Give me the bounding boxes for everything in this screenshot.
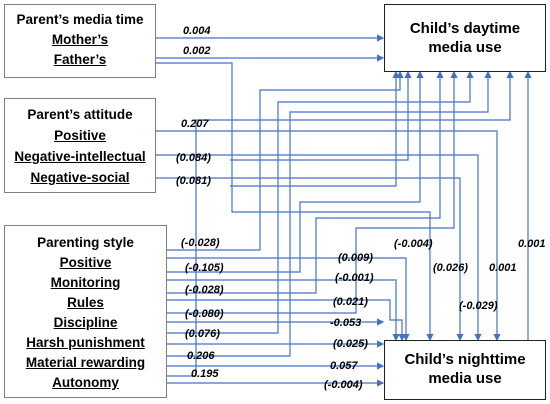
- parenting-style-box: Parenting style Positive Monitoring Rule…: [4, 225, 167, 398]
- link-style-night-3: [166, 299, 406, 342]
- coef-style-day-1: (-0.028): [181, 237, 220, 249]
- link-att-day-2: [230, 70, 412, 161]
- coef-style-night-5: (0.025): [333, 338, 368, 350]
- coef-style-day-2: (-0.105): [185, 262, 224, 274]
- coef-vertical-5: 0.001: [518, 238, 546, 250]
- style-title: Parenting style: [37, 235, 134, 250]
- coef-style-night-1: (0.009): [338, 252, 373, 264]
- attitude-box: Parent’s attitude Positive Negative-inte…: [4, 98, 156, 193]
- mother-label: Mother’s: [51, 32, 109, 47]
- attitude-positive-label: Positive: [54, 128, 106, 143]
- coef-style-day-5: (0.076): [185, 328, 220, 340]
- link-negsoc-att: [155, 177, 464, 342]
- coef-neg-intellectual: (0.084): [176, 152, 211, 164]
- coef-vertical-1: (-0.004): [394, 238, 433, 250]
- coef-style-night-6: 0.057: [330, 360, 358, 372]
- link-style-day-7: [166, 70, 514, 377]
- coef-style-day-6: 0.206: [187, 350, 215, 362]
- style-rules-label: Rules: [67, 295, 104, 310]
- coef-mother-daytime: 0.004: [183, 25, 211, 37]
- link-positive-att: [155, 130, 501, 342]
- style-autonomy-label: Autonomy: [52, 375, 119, 390]
- coef-style-day-7: 0.195: [191, 368, 219, 380]
- style-harsh-label: Harsh punishment: [26, 335, 145, 350]
- media-time-box: Parent’s media time Mother’s Father’s: [4, 4, 156, 78]
- style-discipline-label: Discipline: [53, 315, 118, 330]
- link-att-day-1: [230, 70, 400, 187]
- attitude-neg-social-label: Negative-social: [30, 170, 130, 185]
- father-label: Father’s: [53, 52, 107, 67]
- daytime-line-1: Child’s daytime: [409, 20, 521, 37]
- coef-vertical-4: (-0.029): [459, 300, 498, 312]
- link-style-day-2: [166, 70, 424, 273]
- coef-style-night-4: -0.053: [330, 317, 362, 329]
- link-negint-att: [155, 154, 482, 342]
- coef-neg-social: (0.081): [176, 175, 211, 187]
- nighttime-line-2: media use: [428, 370, 502, 387]
- daytime-outcome-box: Child’s daytime media use: [384, 4, 546, 72]
- style-positive-label: Positive: [59, 255, 112, 270]
- link-style-day-3: [166, 70, 444, 294]
- link-style-day-6: [166, 70, 492, 357]
- nighttime-line-1: Child’s nighttime: [404, 351, 526, 368]
- coef-style-night-3: (0.021): [333, 296, 368, 308]
- link-style-day-1: [166, 70, 404, 251]
- style-monitoring-label: Monitoring: [50, 275, 121, 290]
- attitude-neg-intellectual-label: Negative-intellectual: [14, 149, 146, 164]
- coef-vertical-2: (0.026): [433, 262, 468, 274]
- coef-style-day-3: (-0.028): [185, 284, 224, 296]
- coef-style-night-7: (-0.004): [324, 379, 363, 391]
- attitude-title: Parent’s attitude: [27, 107, 133, 122]
- daytime-line-2: media use: [428, 39, 502, 56]
- style-material-label: Material rewarding: [25, 355, 146, 370]
- coef-vertical-3: 0.001: [489, 262, 517, 274]
- coef-father-daytime: 0.002: [183, 45, 211, 57]
- coef-positive-attitude: 0.207: [181, 118, 209, 130]
- coef-style-night-2: (-0.001): [335, 272, 374, 284]
- coef-style-day-4: (-0.080): [185, 308, 224, 320]
- nighttime-outcome-box: Child’s nighttime media use: [384, 340, 546, 400]
- link-father-nighttime: [155, 62, 434, 342]
- link-style-day-4: [166, 70, 458, 314]
- link-style-night-1: [166, 257, 410, 342]
- media-time-title: Parent’s media time: [16, 12, 144, 27]
- link-style-day-5: [166, 70, 474, 334]
